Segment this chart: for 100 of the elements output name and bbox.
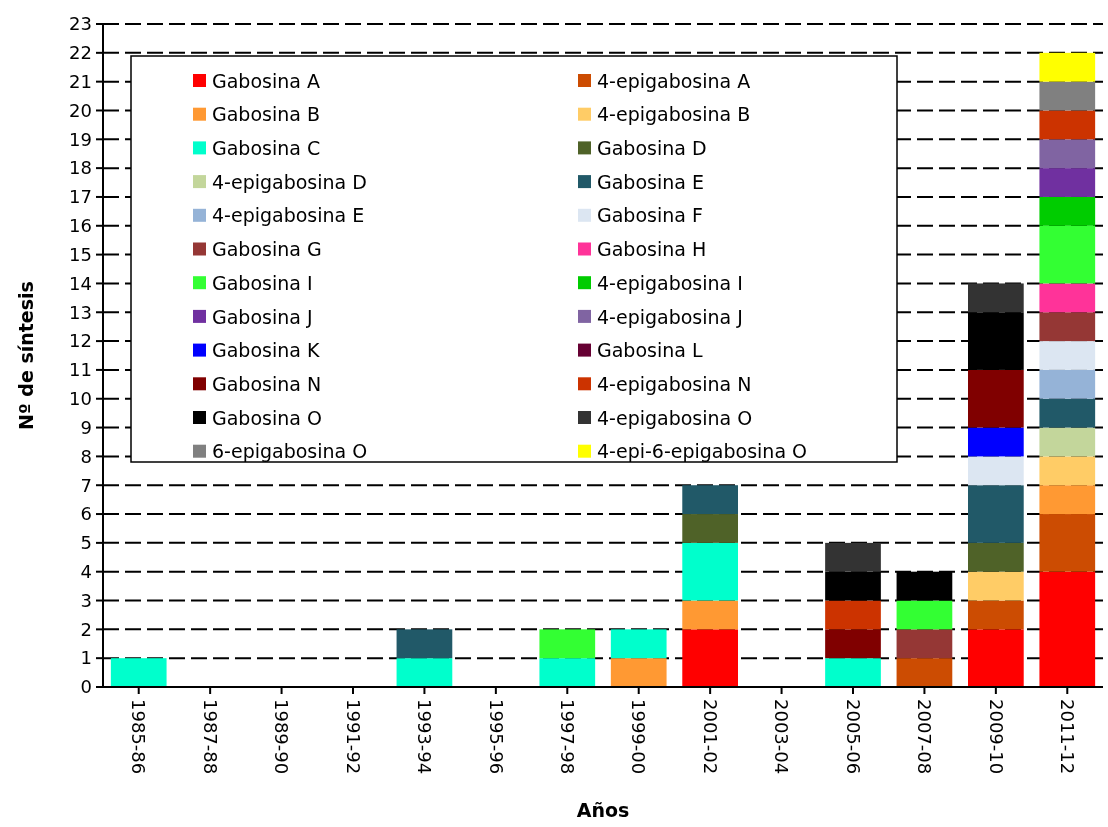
bar xyxy=(539,658,596,687)
y-tick-label: 10 xyxy=(69,388,92,410)
bar xyxy=(896,600,953,630)
bar xyxy=(1039,369,1096,399)
x-tick-label: 1997-98 xyxy=(556,699,578,775)
y-tick-label: 4 xyxy=(80,561,92,582)
bar xyxy=(968,600,1024,630)
y-tick-label: 7 xyxy=(80,474,92,496)
bar xyxy=(110,658,167,687)
legend-label: Gabosina K xyxy=(212,339,320,362)
x-tick-label: 1989-90 xyxy=(271,699,293,775)
bar xyxy=(1039,110,1096,140)
bar xyxy=(968,427,1024,457)
bar xyxy=(1039,196,1096,226)
bar xyxy=(968,456,1024,486)
bar xyxy=(1039,225,1096,284)
bar xyxy=(1039,427,1096,457)
bar xyxy=(968,369,1024,428)
y-tick-label: 2 xyxy=(80,618,92,640)
x-tick-label: 1993-94 xyxy=(414,699,436,775)
legend-label: Gabosina C xyxy=(212,137,321,160)
bar xyxy=(1039,168,1096,197)
legend-label: 4-epigabosina A xyxy=(597,69,751,92)
x-tick-label: 1999-00 xyxy=(628,699,650,775)
x-tick-label: 1995-96 xyxy=(485,699,507,775)
legend-label: 4-epigabosina E xyxy=(212,204,365,227)
bar xyxy=(825,629,881,659)
bar xyxy=(1039,312,1096,342)
bar xyxy=(1039,341,1096,370)
bar xyxy=(968,571,1024,601)
x-tick-label: 2007-08 xyxy=(914,699,936,775)
bar xyxy=(1039,283,1096,313)
bar xyxy=(682,629,738,687)
legend-label: 4-epigabosina J xyxy=(597,305,743,328)
bar xyxy=(682,542,738,601)
y-tick-label: 9 xyxy=(80,416,92,438)
bar xyxy=(396,658,453,687)
legend-label: 4-epigabosina B xyxy=(597,103,751,126)
legend-label: Gabosina D xyxy=(597,137,707,160)
legend-label: Gabosina L xyxy=(597,339,703,362)
x-axis-title: Años xyxy=(576,799,630,821)
bar xyxy=(610,658,667,687)
bar xyxy=(1039,81,1096,111)
legend-label: 4-epigabosina I xyxy=(597,271,743,294)
bar xyxy=(968,485,1024,543)
y-tick-label: 15 xyxy=(69,243,92,265)
legend-label: Gabosina O xyxy=(212,406,322,429)
bar xyxy=(1039,571,1096,687)
bar xyxy=(610,629,667,659)
y-tick-label: 14 xyxy=(69,272,92,294)
bar xyxy=(682,514,738,543)
legend-label: Gabosina G xyxy=(212,238,322,261)
legend-label: Gabosina I xyxy=(212,271,313,294)
legend-label: Gabosina E xyxy=(597,170,704,193)
x-tick-label: 2005-06 xyxy=(842,699,864,775)
y-tick-label: 23 xyxy=(69,13,92,35)
y-tick-label: 16 xyxy=(69,215,92,237)
bar xyxy=(1039,514,1096,572)
bar xyxy=(1039,52,1096,82)
y-tick-label: 22 xyxy=(69,42,92,64)
bar xyxy=(539,629,596,659)
legend-label: 6-epigabosina O xyxy=(212,440,368,463)
x-tick-label: 2009-10 xyxy=(985,699,1007,775)
x-tick-label: 2011-12 xyxy=(1056,699,1078,775)
bar xyxy=(968,542,1024,572)
y-tick-label: 19 xyxy=(69,128,92,150)
y-tick-label: 0 xyxy=(80,676,92,698)
bar xyxy=(1039,456,1096,486)
legend-label: Gabosina B xyxy=(212,103,320,126)
bar xyxy=(825,658,881,687)
x-tick-label: 2003-04 xyxy=(771,699,793,775)
x-tick-label: 2001-02 xyxy=(699,699,721,775)
legend-label: Gabosina J xyxy=(212,305,313,328)
bar xyxy=(968,629,1024,687)
legend-label: 4-epigabosina D xyxy=(212,170,367,193)
y-tick-label: 13 xyxy=(69,301,92,323)
bar xyxy=(682,600,738,630)
y-tick-label: 1 xyxy=(80,647,92,669)
x-tick-label: 1985-86 xyxy=(128,699,150,775)
legend-label: Gabosina N xyxy=(212,372,322,395)
legend-label: Gabosina F xyxy=(597,204,703,227)
y-tick-label: 21 xyxy=(69,70,92,92)
x-tick-label: 1987-88 xyxy=(199,699,221,775)
bar xyxy=(896,629,953,659)
legend-label: 4-epigabosina O xyxy=(597,406,753,429)
bar xyxy=(1039,398,1096,428)
y-tick-label: 3 xyxy=(80,589,92,611)
y-tick-label: 8 xyxy=(80,445,92,467)
y-tick-label: 11 xyxy=(69,359,92,381)
legend-label: 4-epi-6-epigabosina O xyxy=(597,440,808,463)
bar xyxy=(1039,139,1096,169)
bar xyxy=(682,485,738,515)
bar xyxy=(1039,485,1096,515)
y-tick-label: 20 xyxy=(69,99,92,121)
legend-label: 4-epigabosina N xyxy=(597,372,752,395)
y-axis-title: Nº de síntesis xyxy=(15,281,37,430)
bar xyxy=(968,283,1024,313)
legend-label: Gabosina A xyxy=(212,69,320,92)
bar xyxy=(825,600,881,630)
y-tick-label: 17 xyxy=(69,186,92,208)
